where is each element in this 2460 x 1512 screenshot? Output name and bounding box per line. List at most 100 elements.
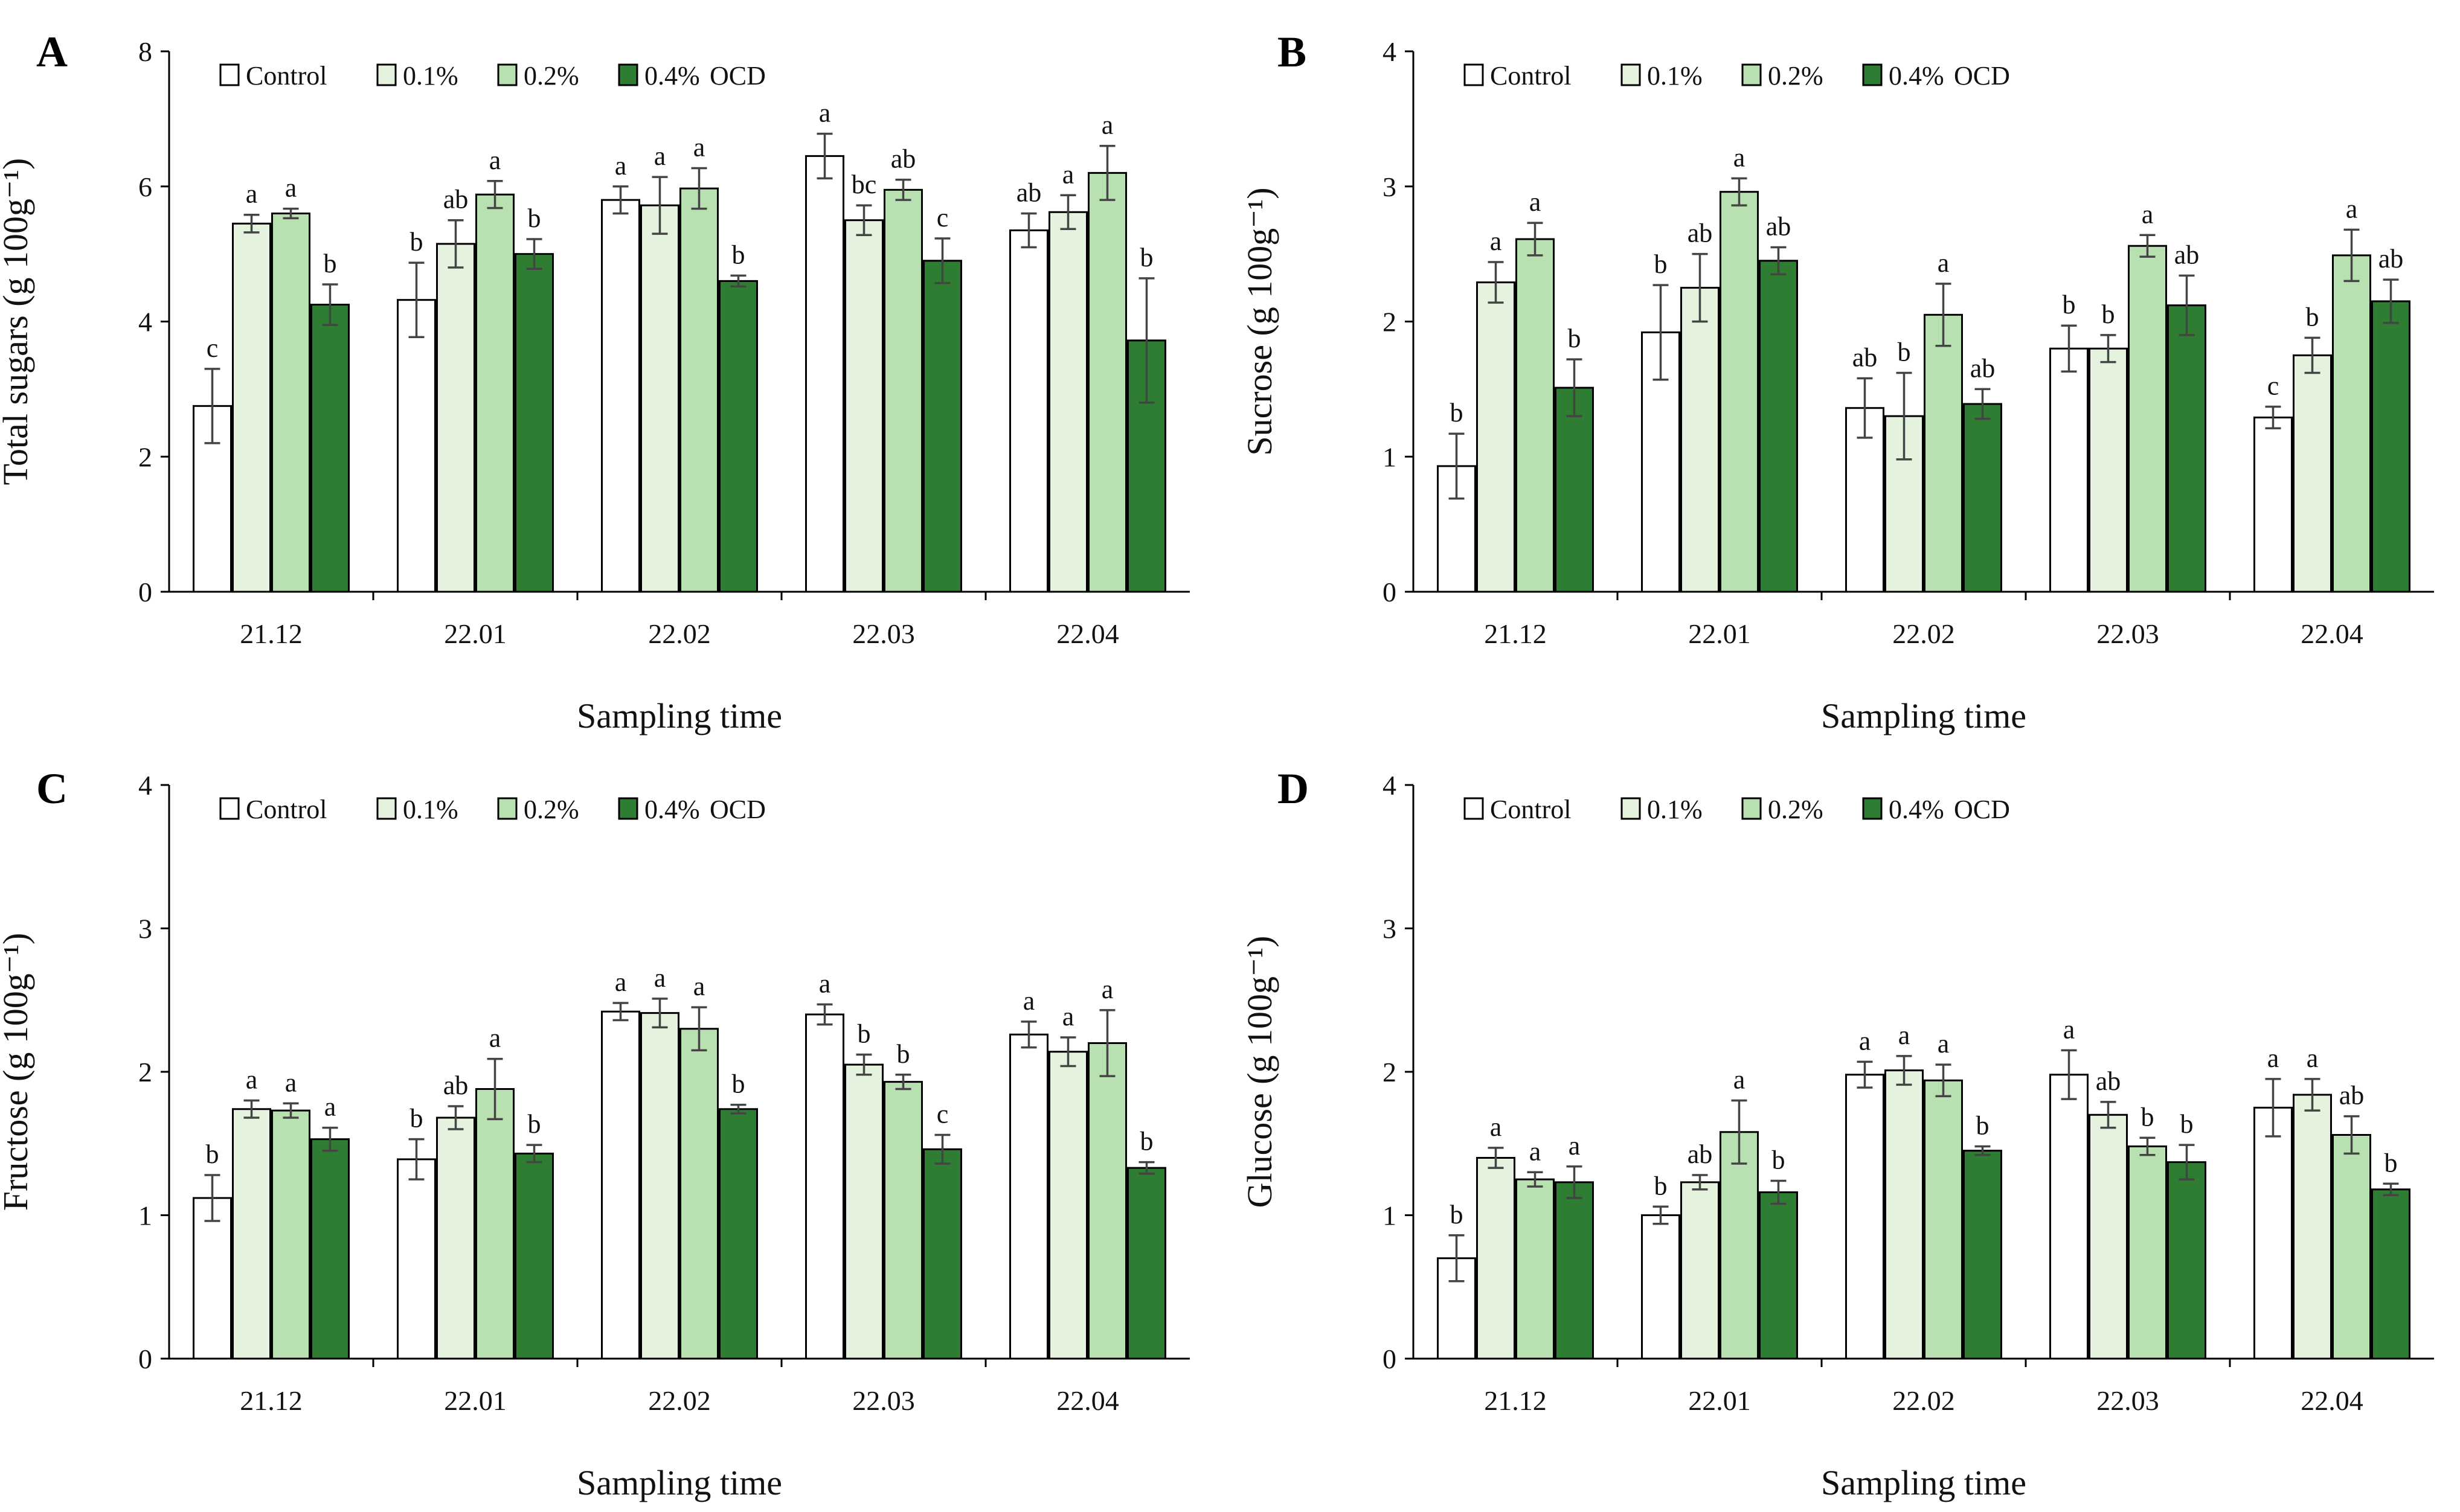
- y-tick-label: 4: [138, 307, 152, 338]
- bar: [1049, 211, 1088, 593]
- bar: [2371, 1188, 2410, 1360]
- y-tick-label: 2: [138, 441, 152, 472]
- bar: [1476, 1157, 1515, 1360]
- y-tick-label: 0: [138, 577, 152, 607]
- y-tick-label: 2: [1383, 307, 1396, 338]
- bar: [1555, 1181, 1594, 1360]
- y-tick-label: 1: [1383, 1200, 1396, 1231]
- significance-letter: ab: [1688, 219, 1713, 248]
- bar: [310, 1138, 350, 1360]
- legend-swatch: [219, 63, 240, 86]
- significance-letter: ab: [1766, 211, 1791, 241]
- bar: [679, 1028, 719, 1360]
- x-tick-label: 21.12: [1484, 1385, 1547, 1416]
- bar: [1845, 1074, 1884, 1360]
- significance-letter: c: [2267, 371, 2279, 400]
- significance-letter: b: [1654, 1171, 1668, 1200]
- bar: [397, 299, 436, 593]
- bar: [1720, 191, 1759, 593]
- significance-letter: c: [207, 333, 219, 363]
- bar: [271, 1109, 310, 1360]
- legend-label: 0.4%: [644, 61, 700, 91]
- significance-letter: ab: [443, 1071, 469, 1100]
- significance-letter: a: [1490, 1112, 1502, 1142]
- significance-letter: b: [1976, 1111, 1990, 1141]
- x-tick-label: 22.04: [2301, 1385, 2363, 1416]
- y-axis-title: Fructose (g 100g⁻¹): [0, 933, 35, 1211]
- bar: [2089, 347, 2128, 593]
- significance-letter: a: [246, 179, 258, 209]
- x-tick-label: 22.02: [1892, 1385, 1955, 1416]
- significance-letter: ab: [2378, 244, 2404, 274]
- significance-letter: ab: [2174, 240, 2200, 269]
- bar: [884, 188, 923, 593]
- legend-suffix: OCD: [1954, 61, 2010, 91]
- legend-label: 0.1%: [1647, 795, 1703, 824]
- significance-letter: a: [2267, 1043, 2279, 1073]
- x-tick-label: 22.02: [1892, 618, 1955, 649]
- bar: [436, 1116, 475, 1360]
- significance-letter: a: [1102, 975, 1114, 1004]
- bar: [1555, 386, 1594, 593]
- significance-letter: a: [654, 141, 666, 171]
- bar: [397, 1158, 436, 1360]
- x-tick-label: 22.04: [1056, 618, 1119, 649]
- bar: [640, 204, 679, 593]
- bar: [719, 1108, 758, 1360]
- significance-letter: c: [937, 203, 949, 232]
- bar: [1515, 1178, 1555, 1360]
- bar: [719, 280, 758, 593]
- significance-letter: b: [1568, 324, 1581, 353]
- significance-letter: a: [246, 1065, 258, 1095]
- legend-label: 0.2%: [1768, 795, 1823, 824]
- legend-label: 0.1%: [403, 795, 458, 824]
- bar: [601, 199, 640, 593]
- significance-letter: b: [1772, 1145, 1785, 1175]
- bar: [2253, 416, 2293, 593]
- significance-letter: a: [285, 173, 297, 203]
- x-tick-label: 22.03: [852, 1385, 915, 1416]
- bar: [2332, 254, 2371, 593]
- x-tick-label: 22.03: [2096, 1385, 2159, 1416]
- legend-swatch: [1862, 797, 1883, 820]
- x-tick-label: 22.01: [1688, 618, 1751, 649]
- bar: [923, 260, 962, 593]
- bar: [1680, 287, 1720, 593]
- significance-letter: a: [2346, 194, 2358, 223]
- y-tick-label: 4: [138, 770, 152, 801]
- significance-letter: b: [2180, 1109, 2194, 1139]
- bar: [1884, 1069, 1924, 1360]
- legend-swatch: [376, 797, 397, 820]
- significance-letter: b: [2063, 290, 2076, 319]
- bar: [2371, 300, 2410, 593]
- y-tick-label: 4: [1383, 36, 1396, 67]
- significance-letter: a: [2142, 199, 2154, 229]
- significance-letter: b: [2102, 300, 2115, 329]
- significance-letter: b: [1450, 1200, 1463, 1229]
- legend: Control 0.1% 0.2% 0.4% OCD: [1463, 795, 2010, 824]
- bar: [2167, 1161, 2206, 1360]
- significance-letter: a: [654, 963, 666, 993]
- legend-swatch: [219, 797, 240, 820]
- significance-letter: b: [897, 1039, 910, 1069]
- significance-letter: b: [324, 249, 337, 278]
- bar: [923, 1148, 962, 1360]
- legend-label: 0.1%: [1647, 61, 1703, 91]
- bar: [2253, 1106, 2293, 1360]
- y-tick-label: 6: [138, 171, 152, 202]
- significance-letter: ab: [1688, 1139, 1713, 1169]
- significance-letter: b: [2306, 302, 2319, 332]
- legend-label: 0.4%: [1889, 61, 1944, 91]
- x-tick-label: 22.01: [444, 1385, 507, 1416]
- bar: [1641, 1214, 1680, 1360]
- bar: [515, 1152, 554, 1360]
- bar: [1476, 281, 1515, 593]
- significance-letter: a: [1529, 187, 1541, 217]
- bar: [1759, 1191, 1798, 1360]
- y-tick-label: 3: [1383, 171, 1396, 202]
- significance-letter: a: [1733, 143, 1745, 172]
- y-tick-label: 2: [1383, 1057, 1396, 1088]
- significance-letter: b: [1140, 243, 1154, 272]
